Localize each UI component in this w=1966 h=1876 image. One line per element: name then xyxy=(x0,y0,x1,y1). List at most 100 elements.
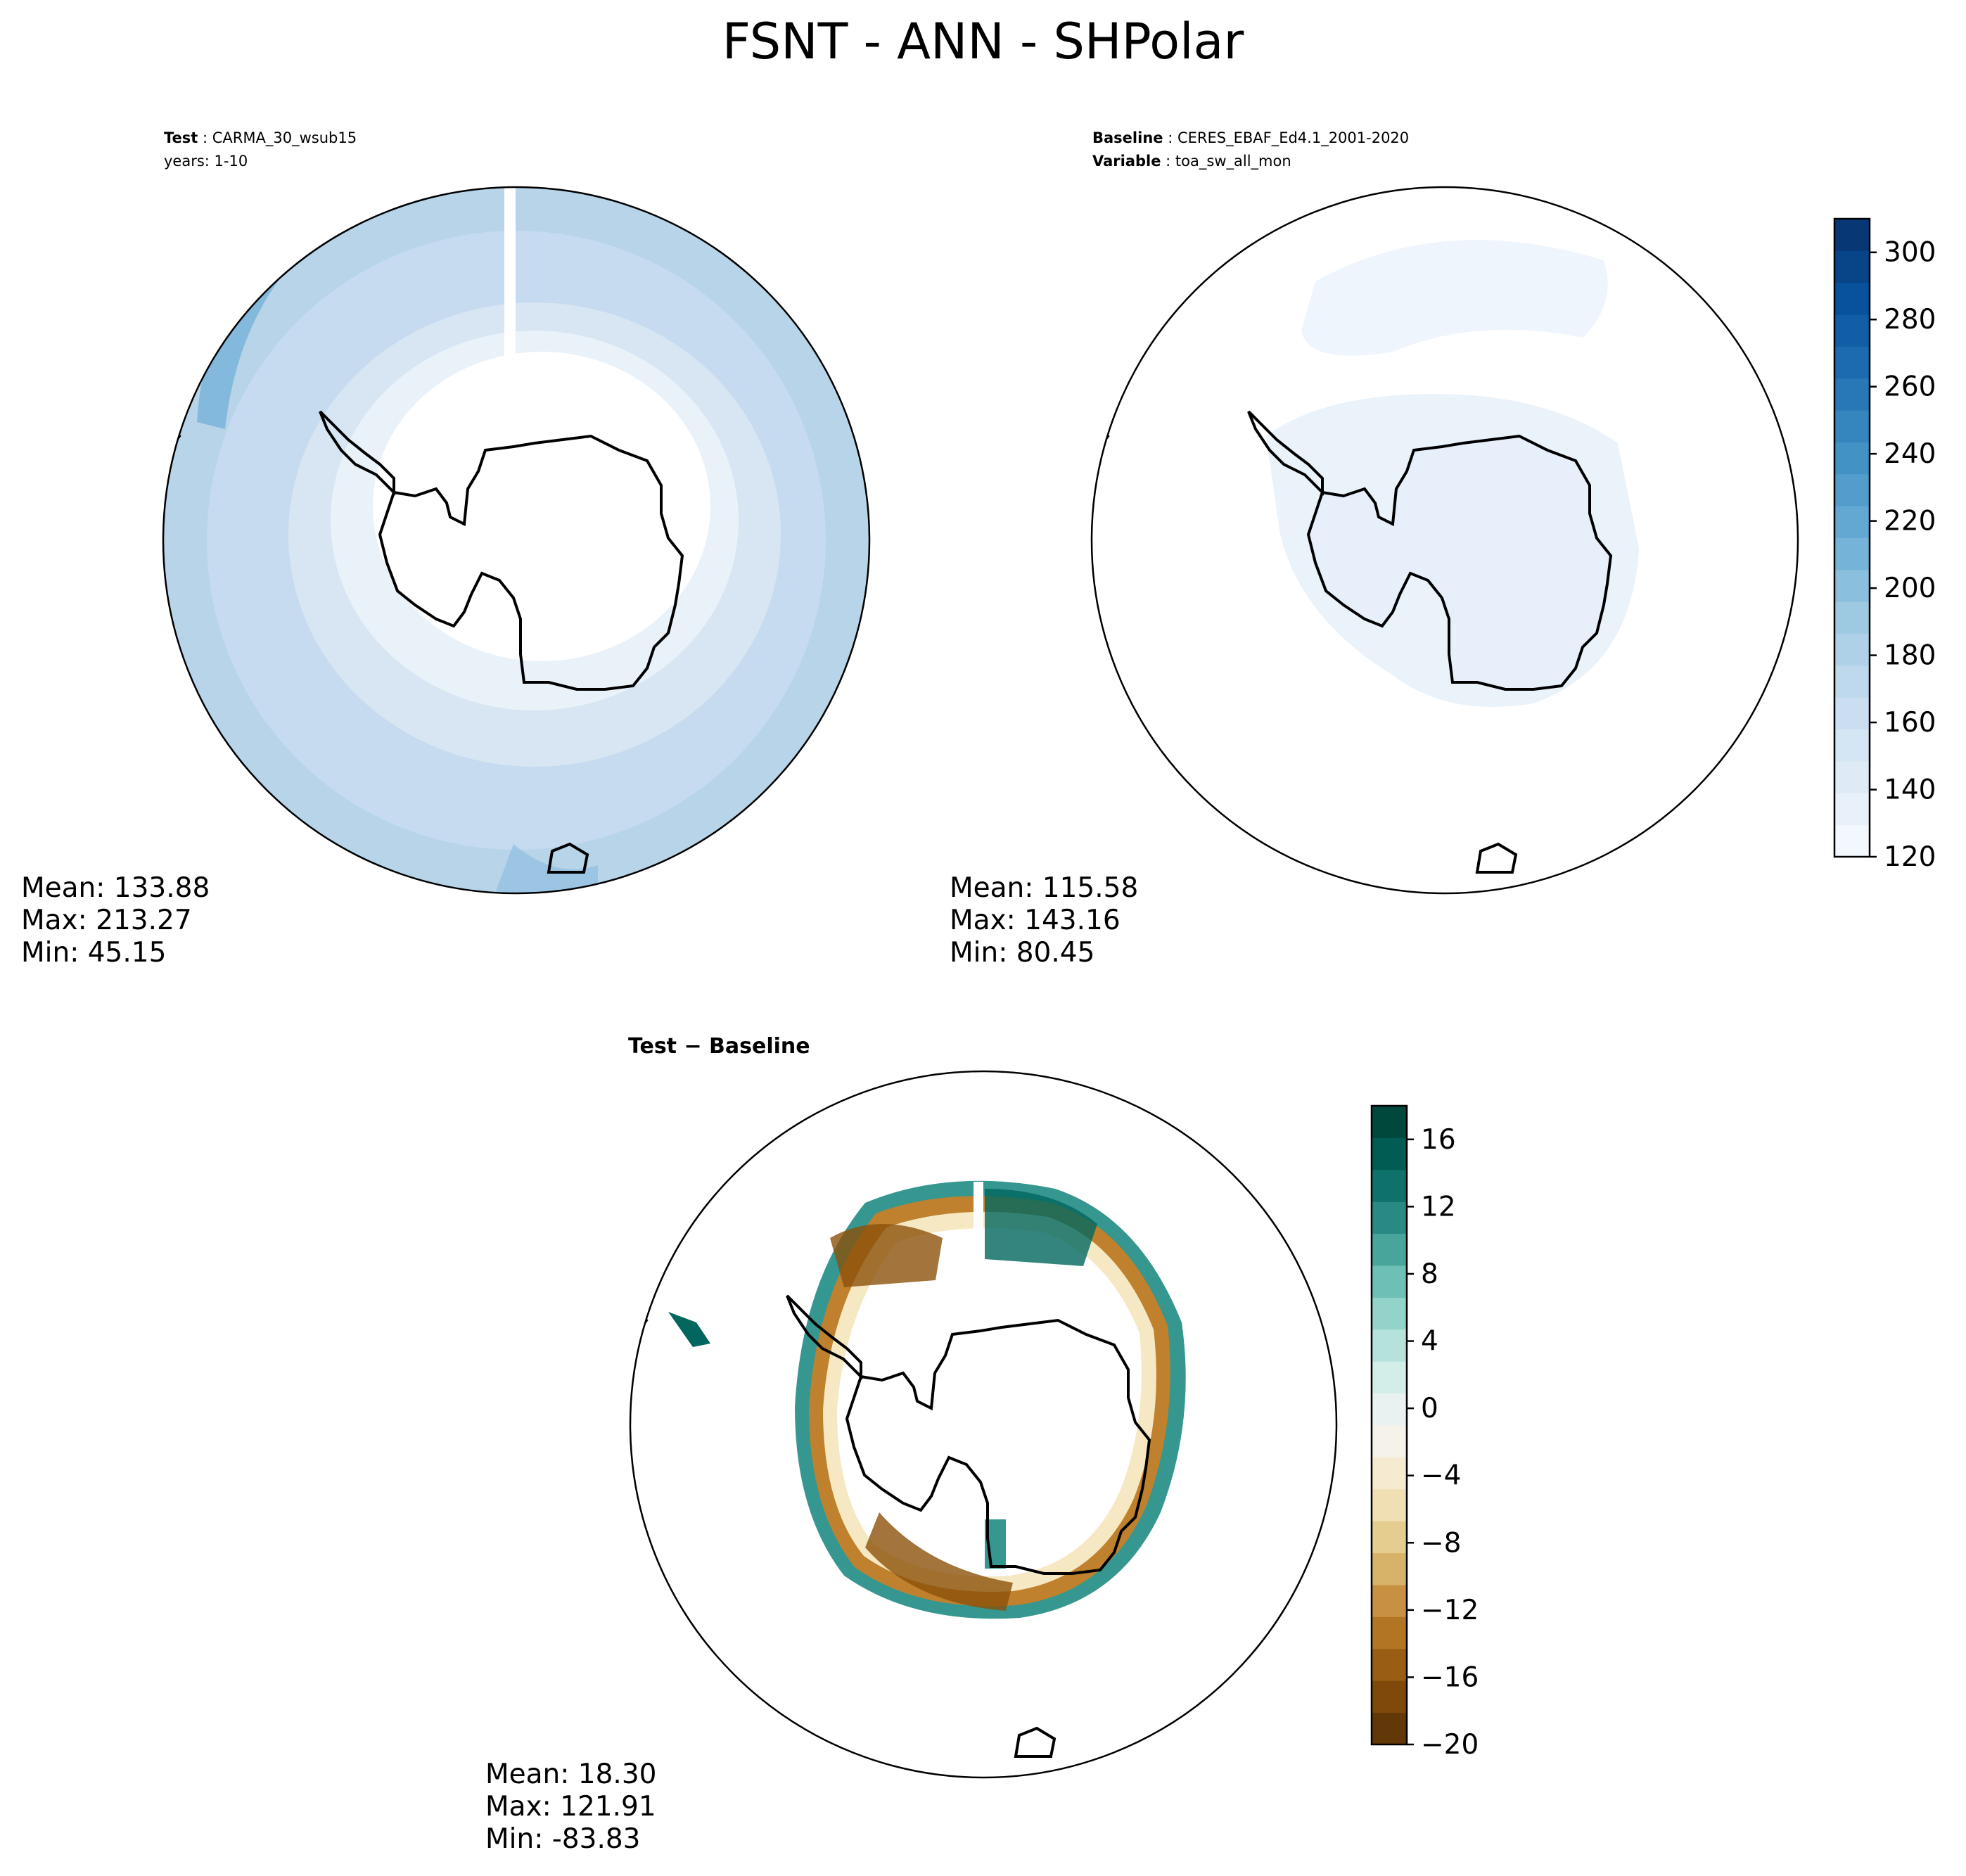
colorbar-bottom-frame xyxy=(1370,1104,1408,1746)
diff-data-gap xyxy=(974,1182,983,1273)
colorbar-top-level-band xyxy=(1834,697,1870,730)
colorbar-bottom-level-band xyxy=(1372,1137,1407,1170)
colorbar-top-level-band xyxy=(1834,282,1870,315)
test-header-value: CARMA_30_wsub15 xyxy=(212,129,357,146)
test-max: Max: 213.27 xyxy=(21,905,192,936)
colorbar-bottom-tick-label: −4 xyxy=(1421,1460,1462,1492)
diff-mean: Mean: 18.30 xyxy=(485,1759,657,1790)
colorbar-top-tick-label: 220 xyxy=(1884,506,1936,537)
test-stats: Mean: 133.88 Max: 213.27 Min: 45.15 xyxy=(21,872,210,969)
colorbar-bottom-level-band xyxy=(1372,1329,1407,1362)
diff-stats: Mean: 18.30 Max: 121.91 Min: -83.83 xyxy=(485,1759,656,1856)
baseline-header-value: CERES_EBAF_Ed4.1_2001-2020 xyxy=(1177,129,1410,146)
colorbar-bottom-tick-label: 4 xyxy=(1421,1326,1438,1358)
colorbar-top-level-band xyxy=(1834,537,1870,570)
colorbar-top-level-band xyxy=(1834,824,1870,857)
colorbar-top-tick-label: 160 xyxy=(1884,707,1936,739)
test-min: Min: 45.15 xyxy=(21,937,167,969)
colorbar-bottom-level-band xyxy=(1372,1265,1407,1298)
colorbar-bottom: −20 −16 −12 −8 −4 0 4 8 12 16 xyxy=(1370,1104,1479,1761)
colorbar-top-tick-label: 140 xyxy=(1884,774,1936,806)
colorbar-bottom-level-band xyxy=(1372,1457,1407,1490)
colorbar-bottom-tick-label: 16 xyxy=(1421,1124,1456,1156)
colorbar-top-level-band xyxy=(1834,665,1870,698)
colorbar-bottom-level-band xyxy=(1372,1712,1407,1745)
test-mean: Mean: 133.88 xyxy=(21,872,210,904)
test-header-years: years: 1-10 xyxy=(164,153,248,170)
colorbar-top: 120 140 160 180 200 220 240 260 280 300 xyxy=(1833,217,1936,873)
colorbar-bottom-tick-label: −16 xyxy=(1421,1661,1479,1693)
colorbar-top-level-band xyxy=(1834,506,1870,538)
south-america-outline xyxy=(163,400,181,469)
colorbar-top-frame xyxy=(1833,217,1871,858)
colorbar-bottom-level-band xyxy=(1372,1425,1407,1457)
colorbar-top-tick-label: 180 xyxy=(1884,640,1936,672)
test-panel-header: Test : CARMA_30_wsub15 years: 1-10 xyxy=(164,127,357,173)
colorbar-top-tick-label: 260 xyxy=(1884,371,1936,403)
colorbar-bottom-level-band xyxy=(1372,1552,1407,1585)
test-high-region xyxy=(197,211,324,429)
baseline-max: Max: 143.16 xyxy=(950,905,1121,936)
colorbar-top-tick-label: 200 xyxy=(1884,573,1936,604)
baseline-min: Min: 80.45 xyxy=(950,937,1095,969)
colorbar-top-level-band xyxy=(1834,378,1870,411)
colorbar-bottom-tick-label: 8 xyxy=(1421,1258,1438,1290)
test-map xyxy=(163,187,869,893)
colorbar-bottom-level-band xyxy=(1372,1361,1407,1394)
colorbar-bottom-level-band xyxy=(1372,1488,1407,1521)
south-america-outline xyxy=(1092,400,1109,469)
colorbar-bottom-tick-label: 0 xyxy=(1421,1393,1438,1424)
baseline-panel-header: Baseline : CERES_EBAF_Ed4.1_2001-2020 Va… xyxy=(1092,129,1410,170)
colorbar-bottom-level-band xyxy=(1372,1169,1407,1202)
test-data-gap xyxy=(504,187,516,366)
colorbar-top-level-band xyxy=(1834,442,1870,475)
baseline-map-boundary xyxy=(1090,186,1799,895)
diff-map-boundary xyxy=(629,1070,1338,1779)
colorbar-top-level-band xyxy=(1834,346,1870,379)
colorbar-bottom-tick-label: −20 xyxy=(1421,1729,1479,1761)
colorbar-top-level-band xyxy=(1834,473,1870,506)
south-america-outline xyxy=(630,1284,648,1353)
colorbar-top-tick-label: 240 xyxy=(1884,438,1936,470)
colorbar-bottom-level-band xyxy=(1372,1616,1407,1650)
colorbar-bottom-tick-label: −8 xyxy=(1421,1527,1462,1559)
colorbar-bottom-level-band xyxy=(1372,1648,1407,1681)
colorbar-bottom-tick-label: 12 xyxy=(1421,1191,1456,1223)
colorbar-bottom-level-band xyxy=(1372,1297,1407,1330)
colorbar-top-level-band xyxy=(1834,601,1870,634)
colorbar-top-tick-label: 280 xyxy=(1884,304,1936,336)
colorbar-top-level-band xyxy=(1834,314,1870,347)
baseline-variable-value: toa_sw_all_mon xyxy=(1175,153,1291,170)
baseline-map xyxy=(1092,187,1798,893)
baseline-variable-key: Variable xyxy=(1092,153,1161,170)
diff-min: Min: -83.83 xyxy=(485,1823,641,1855)
colorbar-bottom-level-band xyxy=(1372,1521,1407,1554)
test-header-key: Test xyxy=(164,129,198,146)
colorbar-top-level-band xyxy=(1834,760,1870,793)
colorbar-top-level-band xyxy=(1834,633,1870,666)
baseline-header-key: Baseline xyxy=(1092,129,1163,146)
colorbar-bottom-level-band xyxy=(1372,1233,1407,1266)
colorbar-bottom-level-band xyxy=(1372,1680,1407,1714)
diff-max: Max: 121.91 xyxy=(485,1791,656,1823)
baseline-stats: Mean: 115.58 Max: 143.16 Min: 80.45 xyxy=(950,872,1138,969)
colorbar-top-level-band xyxy=(1834,219,1870,251)
figure-title: FSNT - ANN - SHPolar xyxy=(722,13,1244,70)
colorbar-bottom-level-band xyxy=(1372,1106,1407,1138)
colorbar-bottom-level-band xyxy=(1372,1585,1407,1617)
colorbar-top-level-band xyxy=(1834,410,1870,442)
colorbar-top-tick-label: 120 xyxy=(1884,841,1936,873)
colorbar-bottom-level-band xyxy=(1372,1393,1407,1426)
colorbar-bottom-level-band xyxy=(1372,1201,1407,1234)
colorbar-top-level-band xyxy=(1834,793,1870,826)
colorbar-top-level-band xyxy=(1834,569,1870,602)
difference-map xyxy=(630,1071,1336,1778)
colorbar-bottom-tick-label: −12 xyxy=(1421,1595,1479,1626)
colorbar-top-tick-label: 300 xyxy=(1884,237,1936,269)
colorbar-top-level-band xyxy=(1834,250,1870,283)
baseline-mean: Mean: 115.58 xyxy=(950,872,1139,904)
diff-panel-header: Test − Baseline xyxy=(628,1034,810,1059)
colorbar-top-level-band xyxy=(1834,729,1870,762)
test-map-boundary xyxy=(162,186,871,895)
